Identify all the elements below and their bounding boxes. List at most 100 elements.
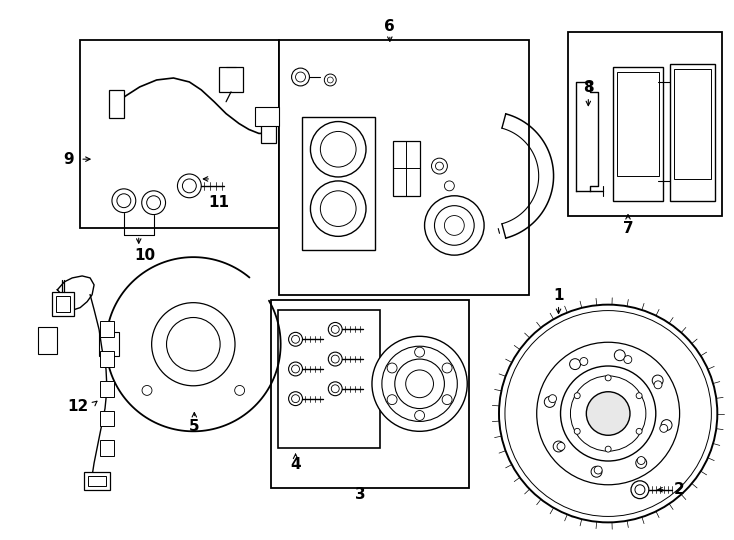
Circle shape bbox=[545, 396, 555, 407]
Circle shape bbox=[328, 322, 342, 336]
Circle shape bbox=[505, 310, 711, 516]
Bar bbox=[84, 472, 110, 490]
Circle shape bbox=[372, 336, 468, 431]
Circle shape bbox=[635, 485, 645, 495]
Circle shape bbox=[653, 375, 663, 386]
Bar bbox=[100, 440, 114, 456]
Circle shape bbox=[310, 122, 366, 177]
Text: 12: 12 bbox=[68, 399, 89, 414]
Circle shape bbox=[288, 392, 302, 406]
Bar bbox=[568, 32, 722, 215]
Bar bbox=[100, 410, 114, 427]
Circle shape bbox=[624, 356, 632, 363]
Circle shape bbox=[288, 332, 302, 346]
Circle shape bbox=[331, 326, 339, 333]
Circle shape bbox=[112, 189, 136, 213]
Circle shape bbox=[320, 191, 356, 226]
Circle shape bbox=[183, 179, 196, 193]
Circle shape bbox=[636, 393, 642, 399]
Circle shape bbox=[442, 395, 452, 404]
Text: 6: 6 bbox=[385, 19, 395, 34]
Circle shape bbox=[499, 305, 717, 522]
Circle shape bbox=[574, 428, 580, 434]
Circle shape bbox=[636, 428, 642, 434]
Bar bbox=[100, 321, 114, 338]
Circle shape bbox=[167, 318, 220, 371]
Circle shape bbox=[561, 366, 655, 461]
Circle shape bbox=[331, 355, 339, 363]
Bar bbox=[674, 69, 711, 179]
Circle shape bbox=[548, 395, 556, 403]
Circle shape bbox=[117, 194, 131, 208]
Text: 8: 8 bbox=[583, 80, 594, 96]
Circle shape bbox=[291, 365, 299, 373]
Circle shape bbox=[324, 74, 336, 86]
Circle shape bbox=[291, 68, 310, 86]
Circle shape bbox=[178, 174, 201, 198]
Circle shape bbox=[570, 359, 581, 369]
Circle shape bbox=[291, 335, 299, 343]
Circle shape bbox=[595, 466, 602, 474]
Circle shape bbox=[382, 346, 457, 421]
Circle shape bbox=[415, 347, 424, 357]
Bar bbox=[57, 296, 70, 312]
Bar bbox=[279, 40, 528, 295]
Bar bbox=[261, 119, 276, 143]
Circle shape bbox=[574, 393, 580, 399]
Circle shape bbox=[637, 457, 645, 464]
Circle shape bbox=[444, 181, 454, 191]
Bar bbox=[88, 476, 106, 486]
Circle shape bbox=[570, 376, 646, 451]
Circle shape bbox=[636, 457, 647, 468]
Text: 10: 10 bbox=[134, 248, 156, 262]
Circle shape bbox=[296, 72, 305, 82]
Circle shape bbox=[415, 410, 424, 421]
Circle shape bbox=[606, 446, 611, 452]
Bar bbox=[302, 117, 375, 250]
Bar bbox=[37, 327, 57, 354]
Circle shape bbox=[586, 392, 630, 435]
Circle shape bbox=[424, 196, 484, 255]
Circle shape bbox=[327, 77, 333, 83]
Circle shape bbox=[310, 181, 366, 237]
Circle shape bbox=[142, 191, 166, 214]
Text: 11: 11 bbox=[208, 195, 230, 210]
Circle shape bbox=[235, 386, 244, 395]
Circle shape bbox=[406, 370, 434, 397]
Circle shape bbox=[444, 215, 465, 235]
Bar bbox=[100, 381, 114, 397]
Bar bbox=[80, 40, 279, 228]
Text: 7: 7 bbox=[622, 221, 633, 236]
Bar bbox=[669, 64, 716, 201]
Text: 4: 4 bbox=[290, 457, 301, 472]
Circle shape bbox=[387, 363, 397, 373]
Text: 9: 9 bbox=[63, 152, 73, 167]
Text: 3: 3 bbox=[355, 487, 366, 502]
Circle shape bbox=[291, 395, 299, 403]
Bar bbox=[52, 292, 74, 315]
Circle shape bbox=[152, 302, 235, 386]
Bar bbox=[100, 351, 114, 367]
Circle shape bbox=[288, 362, 302, 376]
Circle shape bbox=[142, 386, 152, 395]
Circle shape bbox=[432, 158, 448, 174]
Circle shape bbox=[147, 196, 161, 210]
Circle shape bbox=[435, 162, 443, 170]
Bar bbox=[277, 309, 380, 448]
Circle shape bbox=[320, 131, 356, 167]
Circle shape bbox=[387, 395, 397, 404]
Circle shape bbox=[331, 385, 339, 393]
Bar bbox=[617, 72, 659, 176]
Circle shape bbox=[557, 442, 565, 450]
Circle shape bbox=[442, 363, 452, 373]
Circle shape bbox=[395, 359, 444, 409]
Circle shape bbox=[660, 424, 668, 433]
Bar bbox=[109, 90, 124, 118]
Text: 5: 5 bbox=[189, 419, 200, 434]
Circle shape bbox=[614, 350, 625, 361]
Circle shape bbox=[591, 467, 602, 477]
Bar bbox=[271, 300, 469, 488]
Text: 1: 1 bbox=[553, 288, 564, 303]
Circle shape bbox=[606, 375, 611, 381]
Circle shape bbox=[661, 420, 672, 430]
